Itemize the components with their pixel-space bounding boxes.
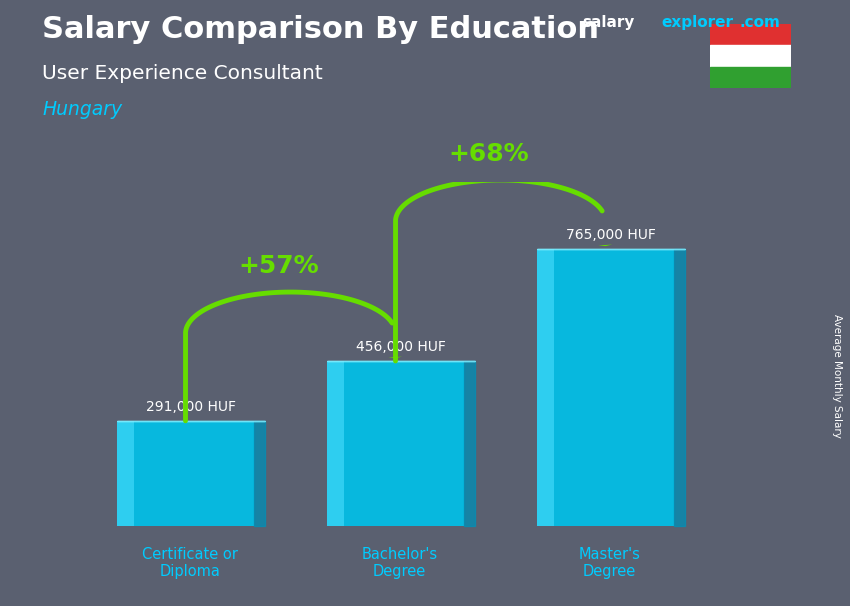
Text: Master's
Degree: Master's Degree: [579, 547, 641, 579]
Text: Certificate or
Diploma: Certificate or Diploma: [142, 547, 238, 579]
Bar: [117, 421, 133, 527]
Bar: [710, 24, 791, 45]
Text: explorer: explorer: [661, 15, 734, 30]
Text: salary: salary: [582, 15, 635, 30]
Text: Hungary: Hungary: [42, 100, 122, 119]
Polygon shape: [674, 249, 684, 527]
Text: Bachelor's
Degree: Bachelor's Degree: [361, 547, 438, 579]
Bar: [117, 421, 254, 527]
Text: 291,000 HUF: 291,000 HUF: [146, 400, 236, 414]
Text: Average Monthly Salary: Average Monthly Salary: [832, 314, 842, 438]
Bar: [537, 249, 674, 527]
Bar: [327, 361, 464, 527]
Bar: [710, 67, 791, 88]
Text: User Experience Consultant: User Experience Consultant: [42, 64, 323, 82]
Text: +68%: +68%: [448, 142, 529, 166]
Text: Salary Comparison By Education: Salary Comparison By Education: [42, 15, 599, 44]
Text: +57%: +57%: [238, 255, 319, 278]
Polygon shape: [254, 421, 264, 527]
Bar: [327, 361, 343, 527]
Bar: [537, 249, 553, 527]
Polygon shape: [464, 361, 474, 527]
Text: 765,000 HUF: 765,000 HUF: [566, 228, 656, 242]
Text: 456,000 HUF: 456,000 HUF: [356, 340, 446, 354]
Bar: [710, 45, 791, 67]
Text: .com: .com: [740, 15, 780, 30]
